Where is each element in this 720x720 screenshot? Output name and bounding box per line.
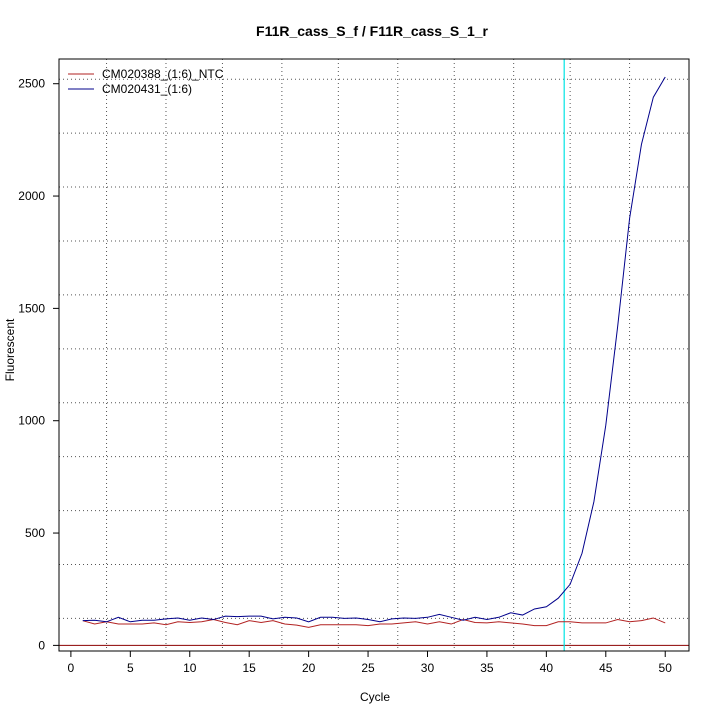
y-tick-label: 1500 (18, 301, 45, 315)
y-tick-label: 0 (38, 638, 45, 652)
x-tick-label: 30 (421, 661, 435, 675)
x-tick-label: 10 (183, 661, 197, 675)
x-tick-label: 5 (127, 661, 134, 675)
chart-title: F11R_cass_S_f / F11R_cass_S_1_r (256, 23, 489, 39)
plot-area (59, 59, 689, 651)
x-tick-label: 35 (480, 661, 494, 675)
legend: CM020388_(1:6)_NTC CM020431_(1:6) (68, 67, 224, 96)
x-tick-label: 40 (540, 661, 554, 675)
x-tick-label: 25 (361, 661, 375, 675)
x-tick-label: 45 (599, 661, 613, 675)
grid (59, 59, 689, 651)
y-tick-label: 500 (25, 526, 45, 540)
x-axis-label: Cycle (360, 690, 390, 704)
y-tick-label: 1000 (18, 414, 45, 428)
x-tick-label: 50 (659, 661, 673, 675)
x-axis: 0 5 10 15 20 25 30 35 40 45 50 (68, 650, 673, 675)
x-tick-label: 15 (243, 661, 257, 675)
legend-label-sample: CM020431_(1:6) (102, 82, 192, 96)
y-axis: 0 500 1000 1500 2000 2500 (18, 77, 60, 652)
series-line-ntc (82, 617, 666, 628)
x-tick-label: 0 (68, 661, 75, 675)
legend-label-ntc: CM020388_(1:6)_NTC (102, 67, 224, 81)
y-axis-label: Fluorescent (3, 318, 17, 381)
y-tick-label: 2500 (18, 77, 45, 91)
x-tick-label: 20 (302, 661, 316, 675)
series-line-sample (82, 76, 666, 623)
y-tick-label: 2000 (18, 189, 45, 203)
